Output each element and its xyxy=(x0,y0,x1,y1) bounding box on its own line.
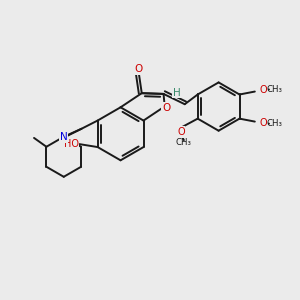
Text: CH₃: CH₃ xyxy=(176,138,192,147)
Text: N: N xyxy=(60,132,68,142)
Text: CH₃: CH₃ xyxy=(267,119,283,128)
Text: O: O xyxy=(259,85,267,95)
Text: O: O xyxy=(259,118,267,128)
Text: O: O xyxy=(177,127,185,137)
Text: HO: HO xyxy=(64,139,79,148)
Text: CH₃: CH₃ xyxy=(267,85,283,94)
Text: H: H xyxy=(172,88,180,98)
Text: O: O xyxy=(135,64,143,74)
Text: O: O xyxy=(162,103,170,113)
